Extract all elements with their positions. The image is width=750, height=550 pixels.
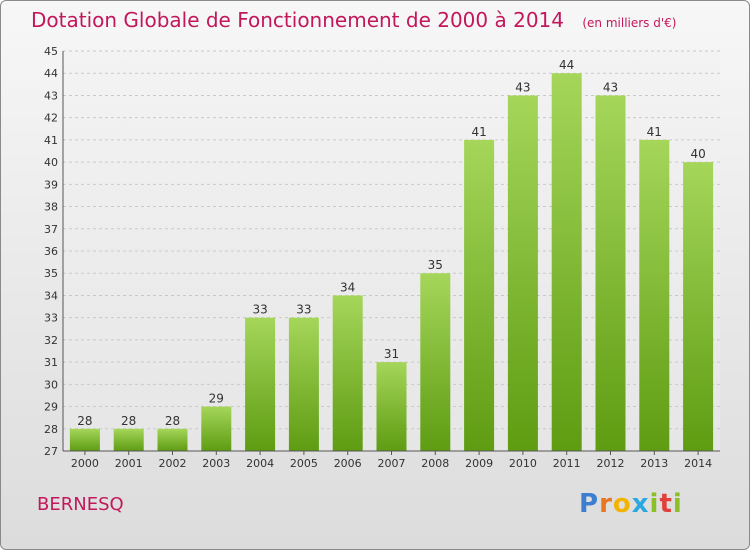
y-tick-label: 32 [44,334,58,347]
chart-subtitle: (en milliers d'€) [582,16,677,30]
y-tick-label: 40 [44,156,58,169]
data-label: 43 [603,80,618,94]
x-tick-label: 2010 [509,457,537,470]
x-tick-label: 2001 [115,457,143,470]
y-tick-label: 27 [44,445,58,458]
data-label: 34 [340,280,355,294]
commune-name: BERNESQ [37,494,124,515]
bar-2012 [595,95,626,451]
chart-title-text: Dotation Globale de Fonctionnement de 20… [31,8,564,32]
y-tick-label: 37 [44,223,58,236]
bar-2001 [113,428,144,451]
x-tick-label: 2000 [71,457,99,470]
bar-2009 [464,139,495,451]
x-tick-label: 2012 [597,457,625,470]
bar-2006 [332,295,363,451]
data-label: 44 [559,58,574,72]
bar-2005 [288,317,319,451]
x-tick-label: 2009 [465,457,493,470]
y-tick-label: 29 [44,401,58,414]
data-label: 33 [296,303,311,317]
x-tick-label: 2008 [421,457,449,470]
proxiti-letter: i [649,489,660,519]
bar-2013 [639,139,670,451]
chart-title: Dotation Globale de Fonctionnement de 20… [31,8,676,32]
y-tick-label: 41 [44,134,58,147]
data-label: 40 [690,147,705,161]
y-tick-label: 31 [44,356,58,369]
data-label: 28 [77,414,92,428]
y-tick-label: 44 [44,67,58,80]
bar-2007 [376,362,407,451]
y-tick-label: 38 [44,201,58,214]
x-tick-label: 2005 [290,457,318,470]
proxiti-letter: t [659,489,673,519]
y-tick-label: 42 [44,112,58,125]
proxiti-letter: o [612,489,632,519]
y-tick-label: 30 [44,378,58,391]
proxiti-letter: x [631,489,650,519]
x-tick-label: 2013 [640,457,668,470]
proxiti-letter: r [599,489,613,519]
x-tick-label: 2011 [553,457,581,470]
bar-2011 [551,73,582,451]
y-tick-label: 34 [44,289,58,302]
proxiti-letter: i [672,489,683,519]
bar-2010 [507,95,538,451]
data-label: 33 [252,303,267,317]
proxiti-logo: Proxiti [579,489,683,519]
bar-2008 [420,273,451,451]
bar-2003 [201,406,232,451]
y-tick-label: 45 [44,45,58,58]
y-tick-label: 39 [44,178,58,191]
x-tick-label: 2006 [334,457,362,470]
data-label: 29 [209,392,224,406]
x-tick-label: 2002 [159,457,187,470]
x-tick-label: 2003 [202,457,230,470]
y-tick-label: 43 [44,89,58,102]
x-tick-label: 2004 [246,457,274,470]
data-label: 35 [428,258,443,272]
data-label: 41 [647,125,662,139]
bar-2014 [683,162,714,451]
x-tick-label: 2014 [684,457,712,470]
y-tick-label: 28 [44,423,58,436]
x-tick-label: 2007 [378,457,406,470]
data-label: 31 [384,347,399,361]
bar-2000 [69,428,100,451]
data-label: 28 [165,414,180,428]
y-tick-label: 33 [44,312,58,325]
data-label: 28 [121,414,136,428]
bar-2004 [245,317,276,451]
bar-2002 [157,428,188,451]
data-label: 41 [471,125,486,139]
data-label: 43 [515,80,530,94]
y-tick-label: 35 [44,267,58,280]
proxiti-logo-letters: Proxiti [579,489,683,519]
y-tick-label: 36 [44,245,58,258]
proxiti-letter: P [579,489,600,519]
